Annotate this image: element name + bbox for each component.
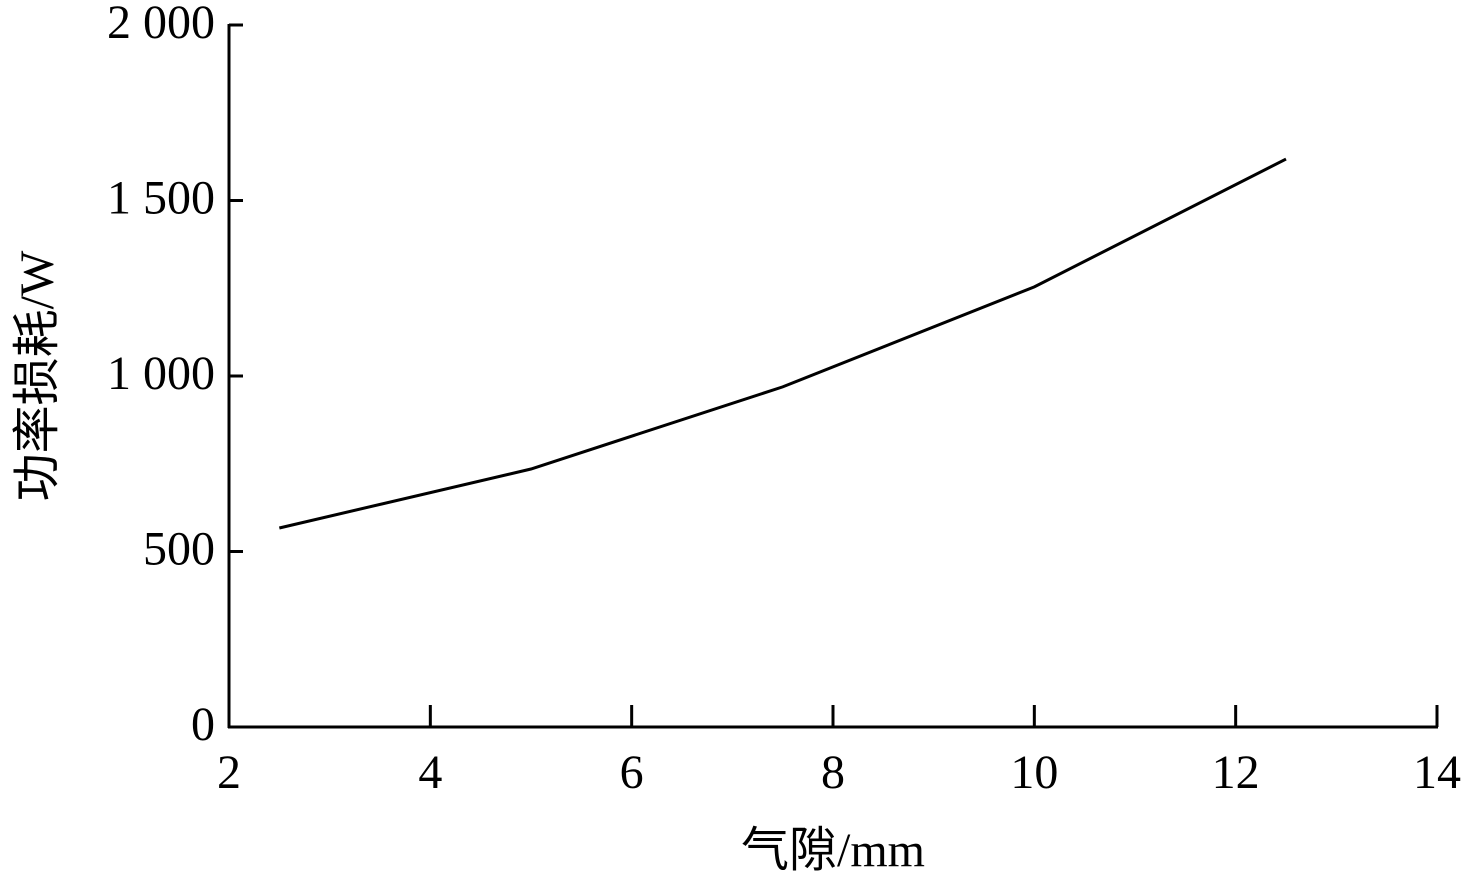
- y-axis-label: 功率损耗/W: [11, 250, 64, 501]
- x-tick-label: 10: [1010, 746, 1058, 799]
- x-tick-label: 2: [217, 746, 241, 799]
- y-tick-label: 1 000: [107, 347, 215, 400]
- x-tick-label: 14: [1413, 746, 1461, 799]
- y-tick-label: 2 000: [107, 0, 215, 49]
- x-axis-label: 气隙/mm: [741, 824, 925, 877]
- x-tick-label: 12: [1212, 746, 1260, 799]
- line: [278, 157, 1287, 530]
- x-tick-label: 4: [418, 746, 442, 799]
- y-tick-label: 1 500: [107, 172, 215, 225]
- x-tick-label: 6: [620, 746, 644, 799]
- y-tick-label: 500: [143, 523, 215, 576]
- x-tick-label: 8: [821, 746, 845, 799]
- y-tick-label: 0: [191, 698, 215, 751]
